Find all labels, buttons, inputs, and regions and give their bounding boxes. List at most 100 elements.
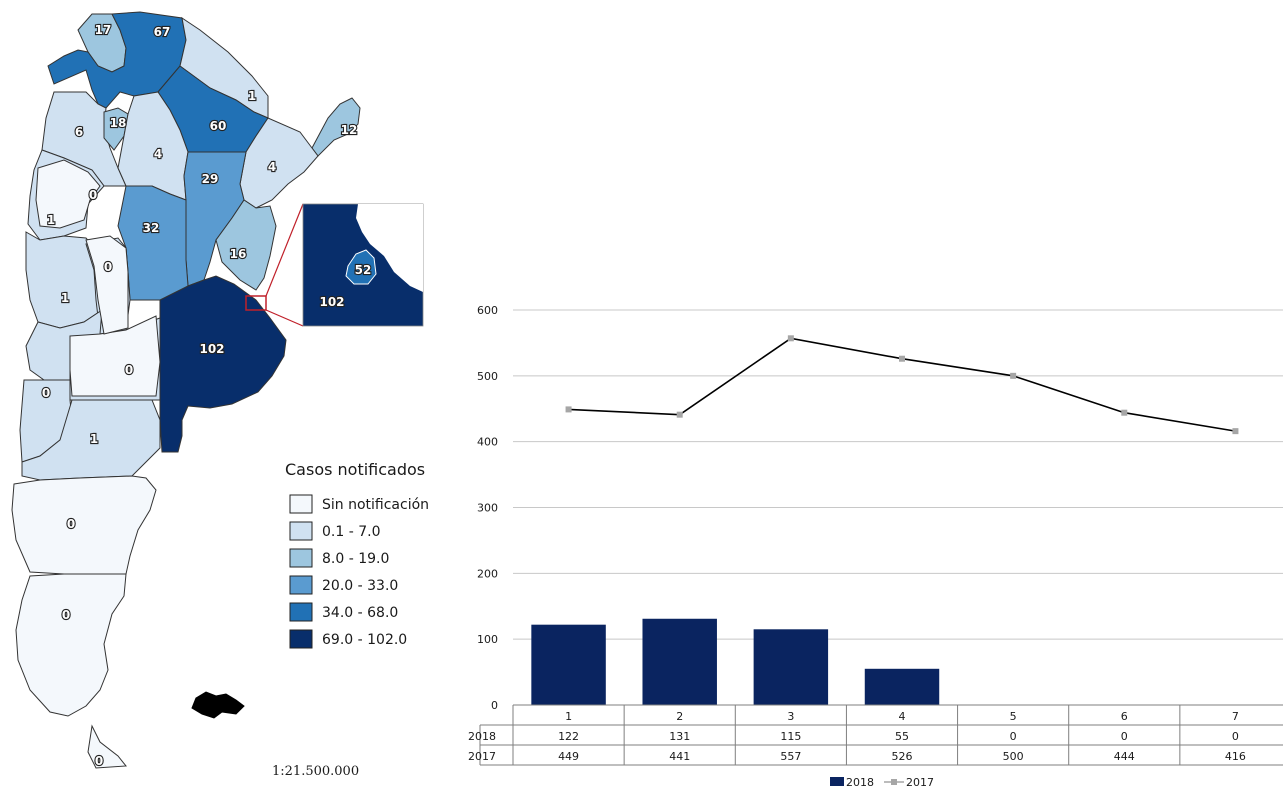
value-label-corrientes: 4 bbox=[268, 160, 276, 174]
data-label: 115 bbox=[780, 730, 801, 743]
data-label: 416 bbox=[1225, 750, 1246, 763]
y-tick-label: 400 bbox=[477, 436, 498, 449]
value-label-tierradelfuego: 0 bbox=[95, 754, 103, 768]
value-label-lapampa: 0 bbox=[125, 363, 133, 377]
data-label: 526 bbox=[892, 750, 913, 763]
value-label-caba: 52 bbox=[355, 263, 372, 277]
province-tierradelfuego bbox=[87, 724, 127, 769]
point-2017 bbox=[787, 335, 794, 342]
value-label-jujuy: 17 bbox=[95, 23, 112, 37]
legend-swatch bbox=[289, 602, 313, 622]
data-label: 557 bbox=[780, 750, 801, 763]
province-santacruz bbox=[15, 573, 127, 717]
map-scale: 1:21.500.000 bbox=[272, 764, 359, 779]
legend-label: 20.0 - 33.0 bbox=[322, 578, 398, 594]
legend-label: 34.0 - 68.0 bbox=[322, 605, 398, 621]
bar-2018 bbox=[531, 624, 606, 705]
legend-swatch bbox=[289, 521, 313, 541]
data-label: 444 bbox=[1114, 750, 1135, 763]
province-misiones bbox=[311, 97, 361, 157]
value-label-santiago: 4 bbox=[154, 147, 162, 161]
value-label-formosa: 1 bbox=[248, 89, 256, 103]
point-2017 bbox=[1010, 372, 1017, 379]
point-2017 bbox=[676, 411, 683, 418]
x-tick-label: 1 bbox=[565, 710, 572, 723]
point-2017 bbox=[1121, 409, 1128, 416]
argentina-map: 17 67 1 6 18 60 12 4 4 29 0 1 32 16 0 1 … bbox=[11, 11, 429, 779]
value-label-chubut: 0 bbox=[67, 517, 75, 531]
legend-label-2017: 2017 bbox=[906, 776, 934, 789]
value-label-sanluis: 0 bbox=[104, 260, 112, 274]
bar-2018 bbox=[753, 629, 829, 705]
value-label-catamarca: 6 bbox=[75, 125, 83, 139]
data-label: 55 bbox=[895, 730, 909, 743]
y-tick-label: 200 bbox=[477, 567, 498, 580]
province-chubut bbox=[11, 475, 157, 575]
y-tick-label: 500 bbox=[477, 370, 498, 383]
map-legend: Casos notificados Sin notificación 0.1 - … bbox=[285, 460, 429, 649]
table-row-label: 2017 bbox=[468, 750, 496, 763]
inset-map bbox=[302, 203, 424, 327]
y-tick-label: 0 bbox=[491, 699, 498, 712]
inset-connector-top bbox=[265, 203, 304, 297]
data-label: 441 bbox=[669, 750, 690, 763]
table-row-label: 2018 bbox=[468, 730, 496, 743]
x-tick-label: 4 bbox=[899, 710, 906, 723]
value-label-mendoza: 1 bbox=[61, 291, 69, 305]
province-buenosaires bbox=[159, 275, 287, 453]
legend-swatch bbox=[289, 575, 313, 595]
falklands bbox=[191, 691, 245, 719]
value-label-buenosaires: 102 bbox=[199, 342, 224, 356]
x-tick-label: 5 bbox=[1010, 710, 1017, 723]
legend-label: 0.1 - 7.0 bbox=[322, 524, 380, 540]
point-2017 bbox=[565, 406, 572, 413]
inset-marker bbox=[245, 295, 267, 311]
legend-label: 8.0 - 19.0 bbox=[322, 551, 389, 567]
y-tick-label: 100 bbox=[477, 633, 498, 646]
value-label-entrerios: 16 bbox=[230, 247, 247, 261]
province-sanjuan-sin bbox=[35, 159, 101, 229]
value-label-neuquen: 0 bbox=[42, 386, 50, 400]
x-tick-label: 7 bbox=[1232, 710, 1239, 723]
inset-connector-bottom bbox=[265, 309, 304, 327]
y-tick-label: 300 bbox=[477, 502, 498, 515]
data-label: 449 bbox=[558, 750, 579, 763]
data-label: 0 bbox=[1010, 730, 1017, 743]
bar-2018 bbox=[642, 618, 717, 705]
value-label-inset-gba: 102 bbox=[319, 295, 344, 309]
value-label-santafe: 29 bbox=[202, 172, 219, 186]
x-tick-label: 2 bbox=[676, 710, 683, 723]
bar-2018 bbox=[864, 668, 940, 705]
point-2017 bbox=[1232, 428, 1239, 435]
legend-swatch bbox=[289, 548, 313, 568]
legend-title: Casos notificados bbox=[285, 460, 425, 479]
province-sanluis-sin bbox=[85, 235, 129, 335]
data-label: 122 bbox=[558, 730, 579, 743]
value-label-rionegro: 1 bbox=[90, 432, 98, 446]
value-label-larioja: 0 bbox=[89, 188, 97, 202]
value-label-salta: 67 bbox=[154, 25, 171, 39]
data-label: 0 bbox=[1232, 730, 1239, 743]
value-label-chaco: 60 bbox=[210, 119, 227, 133]
legend-swatch bbox=[289, 494, 313, 514]
legend-label-2018: 2018 bbox=[846, 776, 874, 789]
value-label-santacruz: 0 bbox=[62, 608, 70, 622]
y-tick-label: 600 bbox=[477, 304, 498, 317]
legend-swatch bbox=[289, 629, 313, 649]
x-tick-label: 6 bbox=[1121, 710, 1128, 723]
value-label-sanjuan: 1 bbox=[47, 213, 55, 227]
legend-marker-2017 bbox=[891, 779, 897, 785]
data-label: 131 bbox=[669, 730, 690, 743]
line-2017 bbox=[568, 337, 1236, 432]
legend-swatch-2018 bbox=[830, 777, 844, 786]
value-label-cordoba: 32 bbox=[143, 221, 160, 235]
legend-label: 69.0 - 102.0 bbox=[322, 632, 407, 648]
value-label-misiones: 12 bbox=[341, 123, 358, 137]
province-entrerios bbox=[215, 199, 277, 291]
data-label: 0 bbox=[1121, 730, 1128, 743]
point-2017 bbox=[899, 355, 905, 362]
legend-label: Sin notificación bbox=[322, 497, 429, 513]
value-label-tucuman: 18 bbox=[110, 116, 127, 130]
data-label: 500 bbox=[1003, 750, 1024, 763]
x-tick-label: 3 bbox=[787, 710, 794, 723]
